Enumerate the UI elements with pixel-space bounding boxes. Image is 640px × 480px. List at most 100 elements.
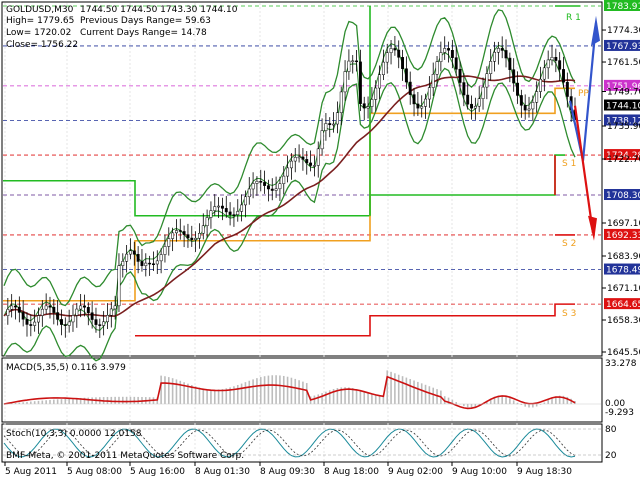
candle-body (56, 312, 60, 320)
stoch-tick-label: 20 (605, 451, 617, 461)
macd-bar (267, 375, 270, 404)
macd-bar (417, 381, 419, 404)
candle-body (282, 175, 286, 184)
macd-bar (351, 388, 354, 404)
candle-body (148, 262, 152, 265)
stoch-signal (3, 429, 576, 457)
macd-bar (244, 382, 247, 404)
candle-body (408, 81, 412, 95)
candle-body (508, 57, 512, 70)
price-badge (604, 79, 640, 91)
s2-label: S 2 (562, 239, 576, 249)
macd-bar (49, 399, 51, 404)
macd-bar (447, 397, 450, 404)
candle-body (152, 263, 155, 265)
time-tick-label: 5 Aug 2011 (5, 467, 57, 477)
macd-bar (535, 404, 538, 407)
candle-body (247, 188, 251, 198)
candle-body (29, 324, 33, 326)
price-badge (604, 189, 640, 201)
macd-bar (175, 379, 178, 404)
candle-body (523, 105, 527, 111)
candle-body (424, 98, 427, 107)
macd-bar (420, 383, 423, 404)
candle-body (167, 238, 171, 247)
candle-body (60, 319, 63, 325)
price-tick-label: 1774.30 (607, 26, 640, 36)
price-badge (604, 99, 640, 111)
candle-body (512, 69, 516, 84)
macd-bar (133, 396, 136, 404)
macd-bar (183, 382, 185, 404)
macd-bar (390, 371, 392, 404)
macd-bar (160, 375, 162, 404)
macd-bar (110, 396, 113, 404)
candle-body (439, 52, 443, 62)
macd-bar (321, 393, 323, 404)
macd-bar (240, 383, 243, 404)
macd-bar (409, 379, 412, 404)
candle-body (209, 210, 213, 218)
time-tick-label: 5 Aug 08:00 (67, 467, 122, 477)
candle-body (243, 196, 247, 206)
macd-bar (236, 384, 239, 404)
macd-bar (378, 396, 381, 404)
candle-body (374, 87, 378, 100)
candle-body (312, 165, 316, 167)
candle-body (14, 305, 17, 308)
candle-body (381, 61, 385, 75)
candle-body (301, 156, 305, 160)
macd-bar (336, 388, 339, 404)
macd-bar (520, 404, 523, 405)
candle-body (531, 101, 535, 110)
candle-body (33, 321, 37, 326)
candle-body (332, 123, 336, 126)
candle-body (228, 211, 232, 215)
candle-body (129, 250, 132, 255)
candle-body (190, 237, 194, 240)
price-bars (6, 35, 577, 338)
macd-bar (118, 396, 120, 404)
candle-body (136, 254, 140, 262)
macd-bar (313, 395, 316, 404)
macd-bar (532, 404, 534, 408)
candle-body (546, 59, 550, 69)
macd-bar (428, 386, 431, 404)
copyright-label: BMF-Meta, © 2001-2011 MetaQuotes Softwar… (6, 451, 244, 461)
macd-signal-line (3, 375, 576, 410)
macd-bar (210, 389, 212, 404)
candle-body (174, 230, 178, 234)
candle-body (305, 159, 309, 164)
candle-body (397, 49, 401, 58)
candle-body (347, 60, 351, 72)
macd-bar (263, 376, 266, 404)
arrow-up-head (591, 15, 600, 46)
candle-body (335, 112, 339, 125)
symbol-label: GOLDUSD,M30 (6, 5, 74, 15)
macd-bar (547, 400, 549, 404)
macd-bar (221, 389, 224, 404)
macd-bar (225, 388, 228, 404)
macd-bar (543, 402, 546, 404)
macd-bar (386, 370, 389, 404)
macd-bar (37, 400, 40, 404)
price-pane[interactable] (1, 1, 603, 357)
macd-bar (413, 380, 415, 404)
macd-bar (125, 396, 128, 404)
candle-body (10, 305, 14, 310)
macd-bar (202, 388, 205, 404)
candle-body (404, 68, 408, 83)
s1-label: S 1 (562, 159, 576, 169)
candle-body (370, 99, 374, 107)
candle-body (37, 315, 40, 323)
price-tick-label: 1735.90 (607, 122, 640, 132)
macd-bar (551, 397, 553, 404)
time-tick-label: 5 Aug 16:00 (130, 467, 185, 477)
macd-bar (286, 376, 289, 404)
candle-body (171, 232, 175, 239)
macd-bar (516, 402, 519, 404)
candle-body (278, 183, 282, 190)
macd-bar (558, 395, 561, 404)
macd-histogram (3, 370, 601, 410)
